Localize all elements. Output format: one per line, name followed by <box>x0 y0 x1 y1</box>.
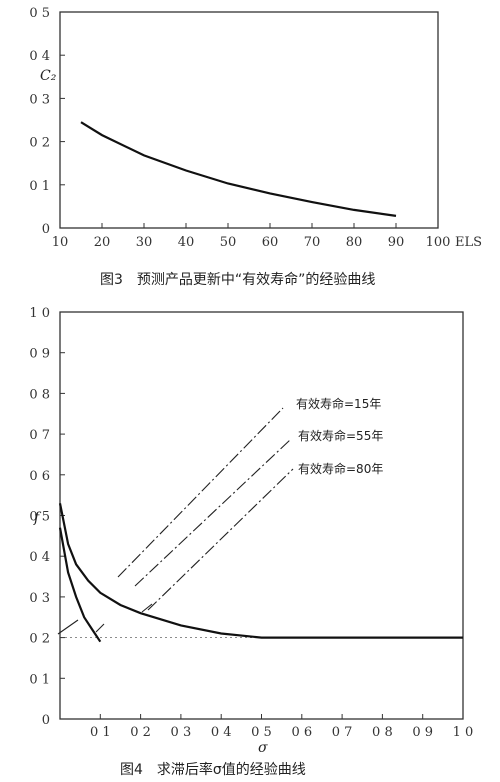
series-line-c2-0 <box>80 121 397 217</box>
y-tick-label-2: 0 5 <box>29 510 50 525</box>
guide-line-80 <box>147 468 294 611</box>
x-axis-label-2: σ <box>258 740 268 756</box>
y-tick-label-2: 0 4 <box>29 550 50 565</box>
annotation-life-15: 有效寿命=15年 <box>296 396 381 411</box>
x-tick-label-1: 20 <box>94 235 111 250</box>
y-tick-label-2: 1 0 <box>29 306 50 321</box>
y-tick-label-2: 0 6 <box>29 469 50 484</box>
pointer-left <box>57 619 79 635</box>
pointer-mid <box>95 623 105 633</box>
pointer-right <box>141 603 153 613</box>
x-tick-label-1: 90 <box>388 235 405 250</box>
y-tick-label-2: 0 2 <box>29 632 50 647</box>
y-tick-label-1: 0 3 <box>29 92 50 107</box>
x-tick-label-2: 0 8 <box>372 725 393 740</box>
y-tick-label-2: 0 8 <box>29 387 50 402</box>
chart-sigma-f: 0 1 0 2 0 3 0 4 0 5 0 6 0 7 0 8 0 9 1 0 0 0 1 0 2 0 3… <box>29 306 473 778</box>
x-tick-label-1: 30 <box>136 235 153 250</box>
x-tick-label-2: 1 0 <box>453 725 474 740</box>
x-tick-label-2: 0 1 <box>90 725 111 740</box>
caption-1: 图3 预测产品更新中“有效寿命”的经验曲线 <box>100 271 375 288</box>
annotation-life-55: 有效寿命=55年 <box>298 428 383 443</box>
x-tick-label-2: 0 5 <box>251 725 272 740</box>
y-tick-label-1: 0 <box>42 222 50 237</box>
series-line-f-0 <box>58 503 463 639</box>
x-tick-label-1: 40 <box>178 235 195 250</box>
x-tick-label-1: 100 <box>426 235 451 250</box>
y-tick-label-1: 0 2 <box>29 136 50 151</box>
guide-line-55 <box>134 439 291 587</box>
caption-2: 图4 求滞后率σ值的经验曲线 <box>120 761 306 778</box>
y-tick-label-2: 0 1 <box>29 672 50 687</box>
y-axis-label-1: C₂ <box>40 68 57 84</box>
x-tick-label-1: 70 <box>304 235 321 250</box>
x-tick-label-2: 0 9 <box>412 725 433 740</box>
chart-els-c2: 10 20 30 40 50 60 70 80 90 100 0 0 1 0 2 0 3 0 4 0 5 C₂… <box>29 6 482 288</box>
x-tick-label-2: 0 7 <box>332 725 353 740</box>
plot-frame-1 <box>59 11 439 229</box>
x-tick-label-2: 0 6 <box>291 725 312 740</box>
x-tick-label-1: 50 <box>220 235 237 250</box>
y-axis-label-2: f <box>33 510 42 526</box>
x-tick-label-1: 80 <box>346 235 363 250</box>
y-tick-label-2: 0 9 <box>29 347 50 362</box>
plot-frame-2 <box>59 311 464 720</box>
y-tick-label-1: 0 1 <box>29 179 50 194</box>
y-tick-label-2: 0 3 <box>29 591 50 606</box>
x-tick-label-2: 0 3 <box>171 725 192 740</box>
x-tick-label-2: 0 2 <box>130 725 151 740</box>
y-tick-label-2: 0 7 <box>29 428 50 443</box>
x-tick-label-1: 10 <box>52 235 69 250</box>
guide-line-15 <box>117 407 284 578</box>
series-line-f-1 <box>58 527 102 643</box>
x-axis-label-1: ELS <box>455 235 482 250</box>
y-tick-label-2: 0 <box>42 713 50 728</box>
annotation-life-80: 有效寿命=80年 <box>298 461 383 476</box>
y-tick-label-1: 0 4 <box>29 49 50 64</box>
y-tick-label-1: 0 5 <box>29 6 50 21</box>
annotation-guides <box>57 407 294 635</box>
x-tick-label-1: 60 <box>262 235 279 250</box>
x-tick-label-2: 0 4 <box>211 725 232 740</box>
